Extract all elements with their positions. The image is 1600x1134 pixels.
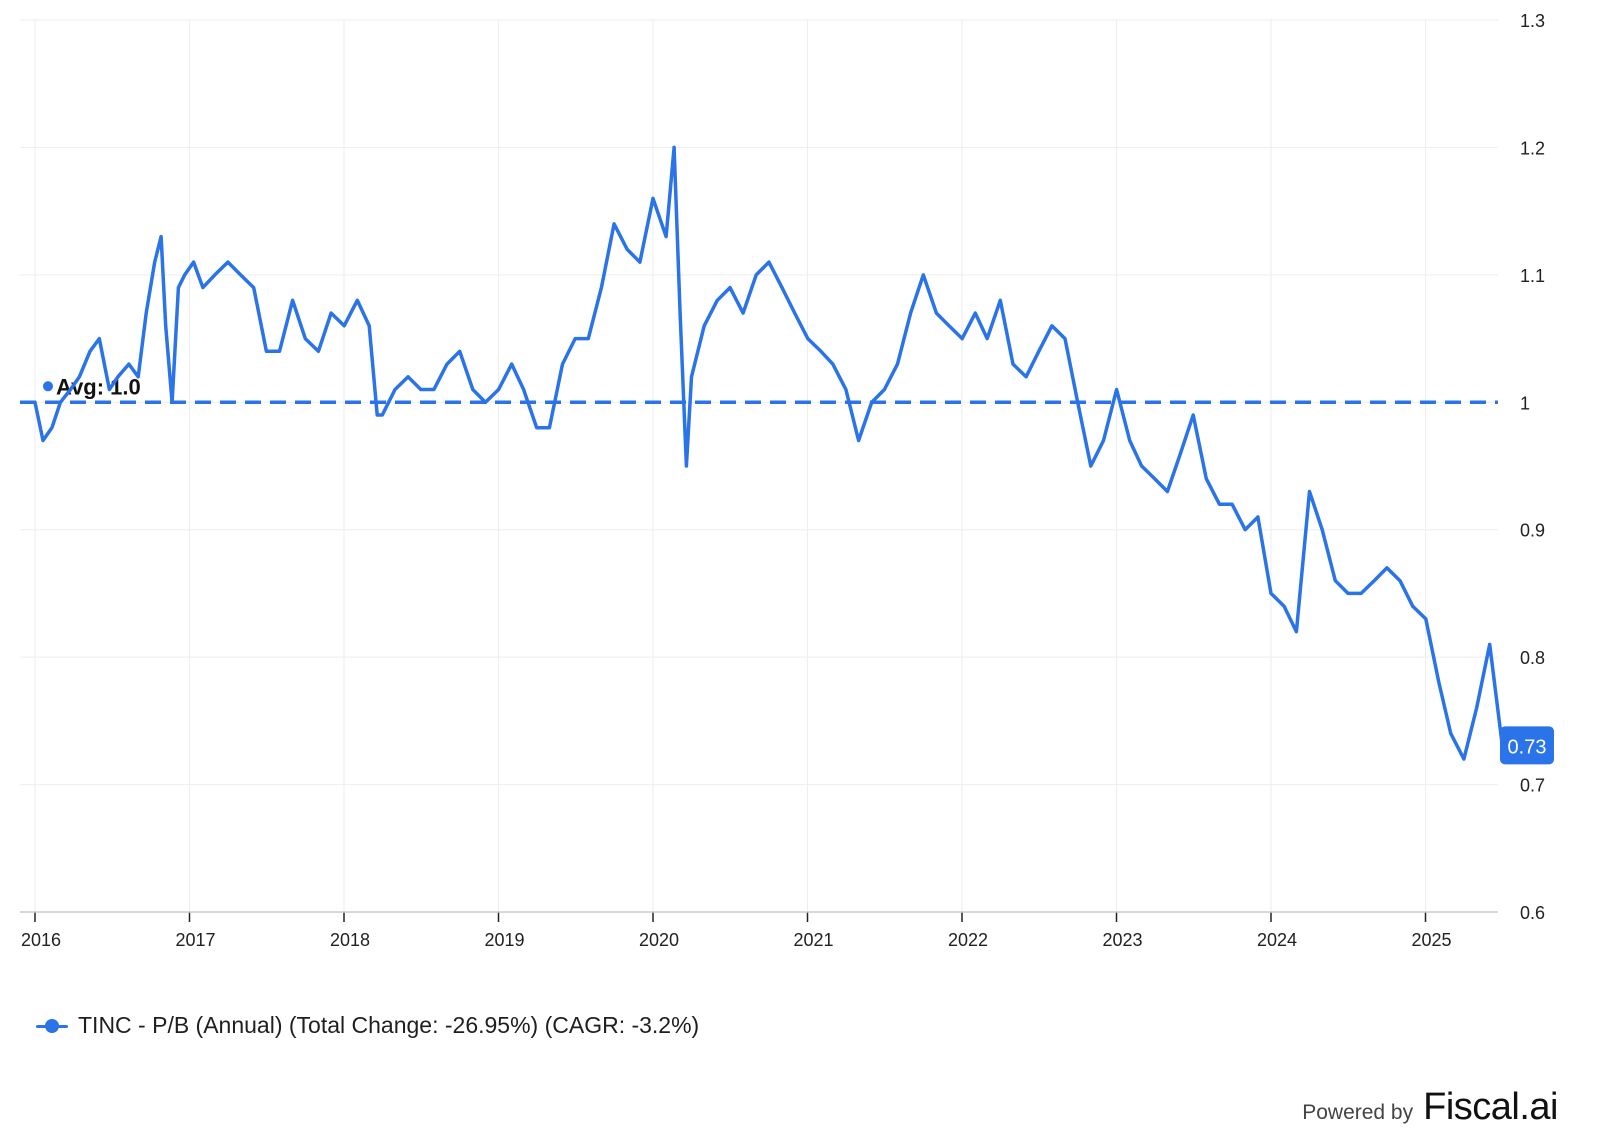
legend-label: TINC - P/B (Annual) (Total Change: -26.9… <box>78 1012 700 1038</box>
average-label: Avg: 1.0 <box>56 374 141 399</box>
x-tick-label: 2021 <box>793 930 833 950</box>
fiscal-ai-logo: Fiscal.ai <box>1423 1086 1558 1128</box>
x-tick-label: 2020 <box>639 930 679 950</box>
x-tick-label: 2024 <box>1257 930 1297 950</box>
legend-marker-icon <box>36 1018 68 1033</box>
y-tick-label: 1.1 <box>1520 266 1545 286</box>
y-tick-label: 1 <box>1520 393 1530 413</box>
last-value-badge <box>1500 726 1554 765</box>
x-tick-label: 2016 <box>21 930 61 950</box>
y-tick-label: 0.6 <box>1520 903 1545 923</box>
x-tick-label: 2017 <box>175 930 215 950</box>
y-tick-label: 1.3 <box>1520 11 1545 31</box>
y-tick-label: 0.7 <box>1520 776 1545 796</box>
x-tick-label: 2019 <box>484 930 524 950</box>
y-tick-label: 0.9 <box>1520 521 1545 541</box>
powered-by-text: Powered by <box>1302 1101 1414 1124</box>
legend-item[interactable]: TINC - P/B (Annual) (Total Change: -26.9… <box>36 1012 699 1039</box>
legend-dot <box>45 1018 59 1033</box>
x-tick-label: 2022 <box>948 930 988 950</box>
last-value-label: 0.73 <box>1508 736 1547 758</box>
branding: Powered by Fiscal.ai <box>1302 1086 1558 1129</box>
x-tick-label: 2023 <box>1102 930 1142 950</box>
series-line <box>33 145 1513 761</box>
x-tick-label: 2018 <box>330 930 370 950</box>
x-tick-label: 2025 <box>1411 930 1451 950</box>
average-marker-dot <box>43 381 53 392</box>
y-tick-label: 1.2 <box>1520 138 1545 158</box>
y-tick-label: 0.8 <box>1520 648 1545 668</box>
